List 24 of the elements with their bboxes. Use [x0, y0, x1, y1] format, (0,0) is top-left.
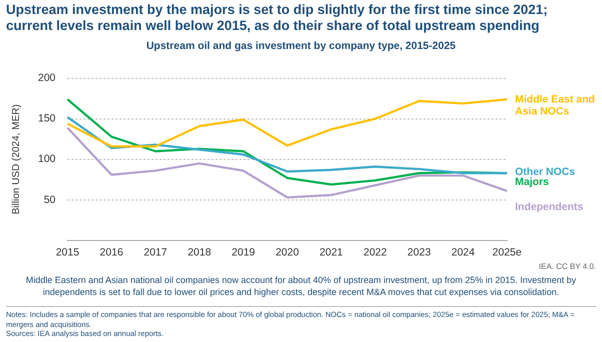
x-tick-label: 2017: [144, 246, 168, 259]
text: IEA. CC BY 4.0.: [538, 262, 596, 271]
x-tick-label: 2018: [188, 246, 212, 259]
y-tick-label: 150: [38, 112, 56, 125]
series-label: Majors: [515, 176, 550, 188]
x-tick-label: 2015: [56, 246, 80, 259]
x-tick-label: 2020: [276, 246, 300, 259]
x-tick-label: 2024: [451, 246, 475, 259]
x-tick-label: 2022: [363, 246, 387, 259]
y-tick-label: 50: [44, 194, 56, 206]
y-tick-label: 100: [38, 153, 56, 166]
x-tick-label: 2016: [100, 246, 124, 259]
y-tick-label: 200: [38, 72, 56, 84]
chart-title: Upstream investment by the majors is set to dip slightly for the first time since 2021; current levels remain well below 2015, as do their share of total upstream spending: [5, 1, 549, 34]
x-tick-label: 2025e: [492, 246, 522, 259]
chart-subtitle: Upstream oil and gas investment by company type, 2015-2025: [145, 40, 457, 52]
x-tick-label: 2023: [407, 246, 431, 259]
y-axis-title: Billion USD (2024, MER): [10, 104, 22, 214]
series-label: Other NOCs: [515, 166, 576, 178]
x-tick-label: 2019: [232, 246, 256, 259]
x-tick-label: 2021: [320, 246, 344, 259]
text: Middle Eastern and Asian national oil companies now account for about 40% of upstream investment, up from 25% in 2015. Investment by independents is set to fall due to lower oil prices and higher costs, despite recent M&A moves that cut expenses via consolidation.: [24, 275, 578, 298]
series-label: Independents: [515, 200, 584, 213]
series-label: Middle East and Asia NOCs: [515, 93, 595, 118]
